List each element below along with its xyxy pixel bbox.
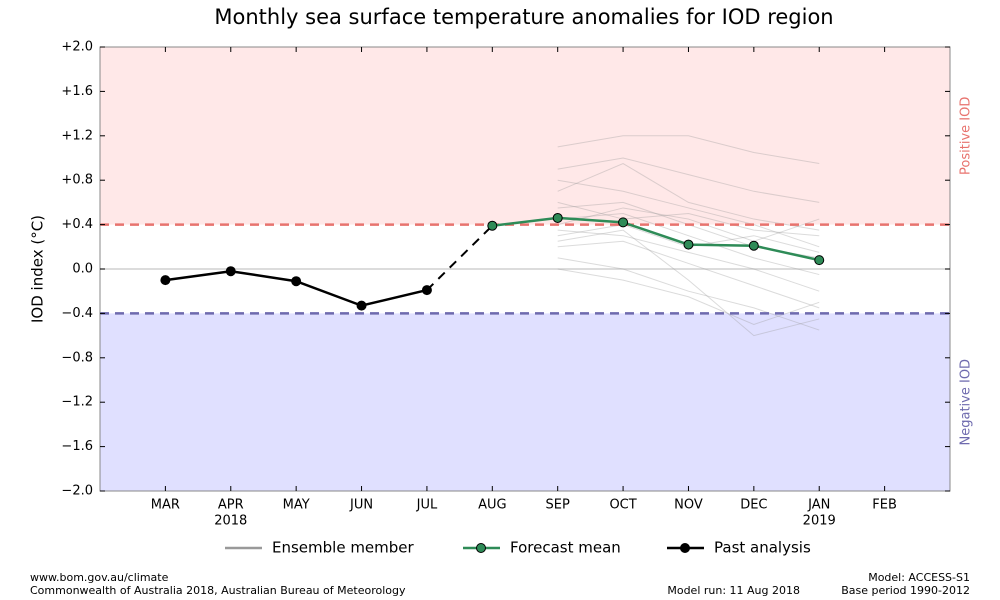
y-tick-label: +2.0: [61, 40, 93, 55]
y-tick-label: 0.0: [72, 262, 93, 277]
legend-label: Forecast mean: [510, 539, 621, 557]
iod-region: [100, 313, 950, 491]
ensemble-line: [557, 135, 820, 165]
y-tick-label: +0.8: [61, 173, 93, 188]
x-tick-label: FEB: [872, 498, 897, 513]
x-tick-label: JUN: [349, 498, 373, 513]
footer-text: www.bom.gov.au/climate: [30, 571, 169, 584]
x-tick-label: MAR: [151, 498, 180, 513]
footer-text: Model run: 11 Aug 2018: [667, 584, 800, 597]
ensemble-line: [557, 179, 820, 248]
legend-marker: [476, 543, 486, 553]
data-point: [814, 255, 825, 266]
data-point: [748, 240, 759, 251]
data-point: [160, 275, 171, 286]
y-axis-label: IOD index (°C): [29, 215, 47, 323]
region-label: Positive IOD: [959, 97, 974, 175]
iod-region: [100, 47, 950, 225]
x-tick-label: AUG: [478, 498, 506, 513]
data-point: [552, 212, 563, 223]
data-point: [356, 300, 367, 311]
y-tick-label: +0.4: [61, 217, 93, 232]
footer-text: Commonwealth of Australia 2018, Australi…: [30, 584, 406, 597]
connector-line: [426, 224, 494, 291]
y-tick-label: −2.0: [61, 484, 93, 499]
ensemble-line: [557, 229, 820, 337]
ensemble-line: [557, 162, 820, 231]
x-tick-sublabel: 2019: [803, 514, 836, 529]
data-point: [225, 266, 236, 277]
ensemble-line: [557, 201, 820, 237]
ensemble-line: [557, 212, 820, 276]
x-tick-label: SEP: [546, 498, 570, 513]
footer-text: Base period 1990-2012: [841, 584, 970, 597]
legend-label: Ensemble member: [272, 539, 415, 557]
x-tick-label: JUL: [416, 498, 438, 513]
y-tick-label: −0.4: [61, 306, 93, 321]
chart-title: Monthly sea surface temperature anomalie…: [214, 5, 833, 29]
ensemble-line: [557, 207, 820, 242]
region-label: Negative IOD: [959, 359, 974, 446]
footer-text: Model: ACCESS-S1: [868, 571, 970, 584]
ensemble-line: [557, 240, 820, 309]
legend-marker: [680, 543, 690, 553]
ensemble-line: [557, 257, 820, 331]
y-tick-label: −1.2: [61, 395, 93, 410]
ensemble-line: [557, 157, 820, 203]
x-tick-label: APR: [218, 498, 244, 513]
x-tick-label: NOV: [674, 498, 703, 513]
y-tick-label: −1.6: [61, 439, 93, 454]
data-point: [487, 220, 498, 231]
x-tick-sublabel: 2018: [214, 514, 247, 529]
ensemble-line: [557, 268, 820, 326]
legend-label: Past analysis: [714, 539, 811, 557]
ensemble-line: [557, 229, 820, 292]
x-tick-label: JAN: [807, 498, 830, 513]
x-tick-label: OCT: [609, 498, 636, 513]
x-tick-label: MAY: [283, 498, 310, 513]
data-point: [618, 217, 629, 228]
y-tick-label: +1.2: [61, 128, 93, 143]
x-tick-label: DEC: [740, 498, 767, 513]
series-line: [492, 216, 820, 262]
data-point: [683, 239, 694, 250]
data-point: [291, 276, 302, 287]
data-point: [421, 285, 432, 296]
plot-area: [100, 47, 950, 491]
y-tick-label: +1.6: [61, 84, 93, 99]
y-tick-label: −0.8: [61, 350, 93, 365]
